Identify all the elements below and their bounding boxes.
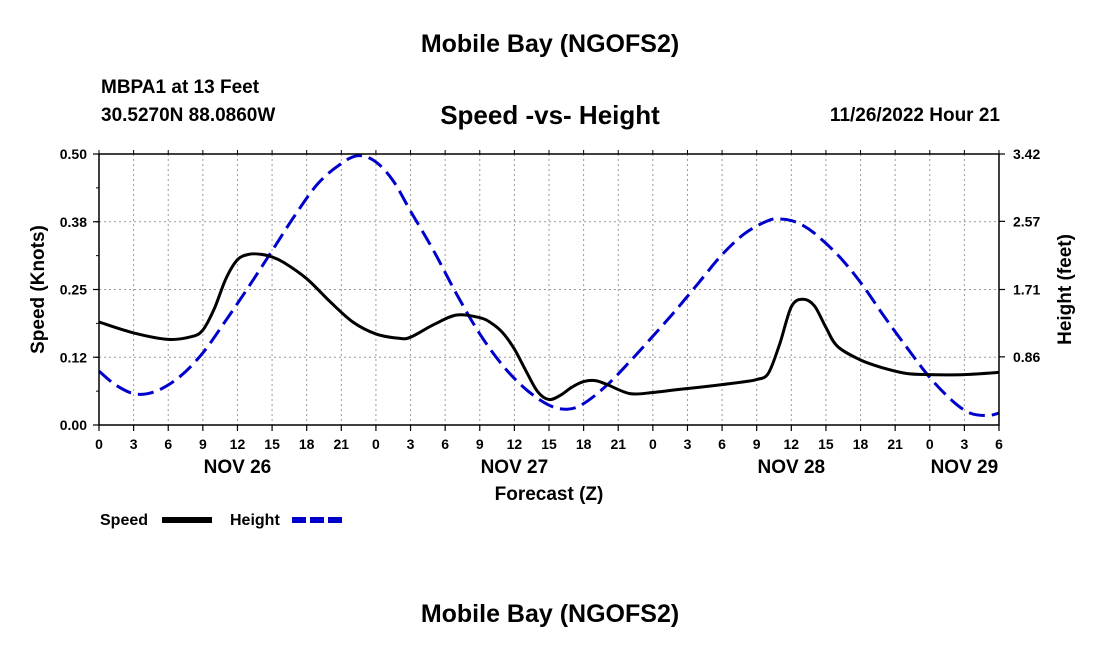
date-label: NOV 29 xyxy=(931,457,999,478)
y-tick-label: 0.38 xyxy=(60,214,87,230)
x-tick-label: 3 xyxy=(684,436,692,452)
x-axis-title: Forecast (Z) xyxy=(495,484,604,505)
grid xyxy=(99,154,999,425)
station-coordinates: 30.5270N 88.0860W xyxy=(101,105,276,126)
legend-label-height: Height xyxy=(230,512,280,529)
x-tick-label: 21 xyxy=(334,436,350,452)
y2-tick-label: 3.42 xyxy=(1013,146,1040,162)
x-tick-label: 18 xyxy=(853,436,869,452)
series-line-speed xyxy=(98,252,1000,402)
legend: Speed Height xyxy=(100,512,342,529)
x-tick-label: 0 xyxy=(372,436,380,452)
x-tick-label: 15 xyxy=(264,436,280,452)
x-tick-label: 21 xyxy=(610,436,626,452)
x-tick-label: 6 xyxy=(995,436,1003,452)
y2-tick-label: 2.57 xyxy=(1013,213,1040,229)
x-tick-label: 12 xyxy=(230,436,246,452)
x-tick-label: 15 xyxy=(541,436,557,452)
forecast-datetime: 11/26/2022 Hour 21 xyxy=(829,105,1000,126)
station-label: MBPA1 at 13 Feet xyxy=(101,77,260,98)
x-tick-label: 6 xyxy=(718,436,726,452)
y-tick-label: 0.25 xyxy=(60,282,87,298)
chart-subtitle: Speed -vs- Height xyxy=(440,100,660,130)
footer-title: Mobile Bay (NGOFS2) xyxy=(420,600,680,628)
y2-tick-label: 1.71 xyxy=(1013,282,1040,298)
y-tick-label: 0.50 xyxy=(60,146,87,162)
date-label: NOV 26 xyxy=(204,457,272,478)
x-tick-label: 0 xyxy=(649,436,657,452)
x-tick-label: 0 xyxy=(95,436,103,452)
series-layer xyxy=(98,154,1000,417)
x-tick-label: 3 xyxy=(960,436,968,452)
x-tick-label: 12 xyxy=(507,436,523,452)
series-line-height xyxy=(98,154,1000,417)
legend-label-speed: Speed xyxy=(100,512,148,529)
y-tick-label: 0.12 xyxy=(60,349,87,365)
y-axis-title: Speed (Knots) xyxy=(28,225,49,354)
x-tick-label: 6 xyxy=(164,436,172,452)
x-tick-label: 9 xyxy=(199,436,207,452)
y2-axis-title: Height (feet) xyxy=(1055,234,1076,345)
x-tick-label: 12 xyxy=(784,436,800,452)
x-tick-label: 0 xyxy=(926,436,934,452)
x-tick-label: 15 xyxy=(818,436,834,452)
y2-tick-label: 0.86 xyxy=(1013,349,1040,365)
x-tick-label: 18 xyxy=(576,436,592,452)
x-tick-label: 18 xyxy=(299,436,315,452)
x-tick-label: 9 xyxy=(753,436,761,452)
x-tick-label: 9 xyxy=(476,436,484,452)
date-label: NOV 27 xyxy=(481,457,549,478)
x-tick-label: 3 xyxy=(407,436,415,452)
axis-ticks xyxy=(93,150,1005,431)
x-tick-label: 3 xyxy=(130,436,138,452)
axis-labels: 0 3 6 9 12 15 18 21 0 3 6 9 12 15 18 21 0 3 6 9 12 15 18 21 0 3 6 0… xyxy=(28,146,1076,505)
x-tick-label: 21 xyxy=(887,436,903,452)
y-tick-label: 0.00 xyxy=(60,417,87,433)
date-label: NOV 28 xyxy=(758,457,826,478)
chart-title: Mobile Bay (NGOFS2) xyxy=(420,30,680,58)
x-tick-label: 6 xyxy=(441,436,449,452)
